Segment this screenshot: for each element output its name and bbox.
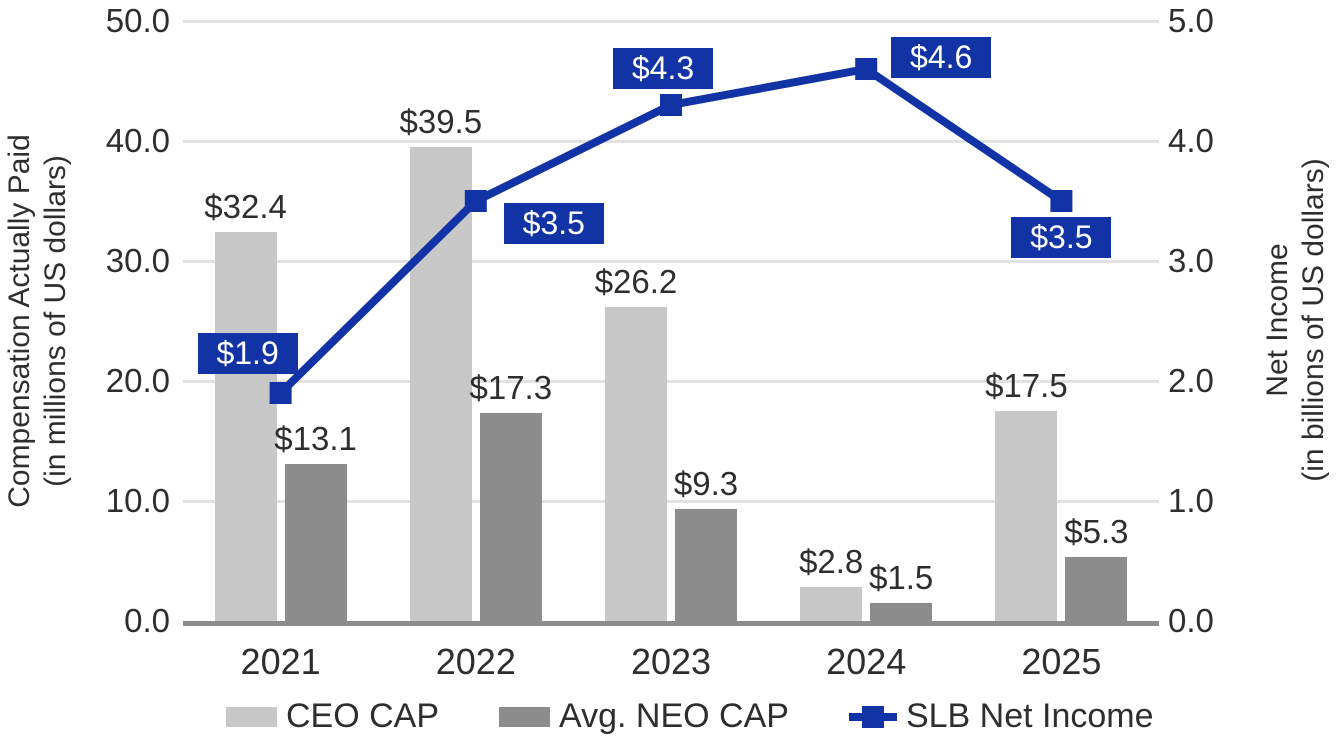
bar-value-label: $9.3 [673,465,739,503]
bar-avg-neo-cap [1065,557,1128,621]
net-income-value-label: $3.5 [1011,217,1112,258]
x-axis-label: 2022 [435,641,516,682]
left-axis-tick: 20.0 [105,362,170,399]
bar-value-label: $32.4 [204,188,287,226]
bar-avg-neo-cap [284,463,347,621]
bar-value-label: $13.1 [274,419,357,457]
legend-label-avg-neo-cap: Avg. NEO CAP [559,697,789,735]
avg-neo-cap-swatch-icon [499,706,551,727]
bar-ceo-cap [605,306,667,621]
bar-avg-neo-cap [870,603,933,621]
left-axis-tick: 0.0 [124,602,170,639]
gridline [183,140,1159,143]
gridline [183,20,1159,23]
left-axis-title-line2: (in millions of US dollars) [39,155,72,487]
line-marker [855,58,878,80]
line-marker [1050,190,1073,212]
legend-item-slb-net-income: SLB Net Income [848,697,1154,736]
left-axis-tick: 10.0 [105,482,170,519]
bar-value-label: $5.3 [1064,513,1129,551]
net-income-value-label: $4.3 [613,48,713,89]
right-axis-tick: 2.0 [1168,362,1214,399]
net-income-value-label: $1.9 [197,333,298,374]
x-axis-label: 2024 [826,641,907,682]
right-axis-tick: 3.0 [1168,242,1214,279]
line-marker [660,94,682,116]
bar-ceo-cap [800,587,863,621]
left-axis-tick: 50.0 [105,2,170,39]
x-axis-label: 2025 [1021,641,1102,682]
bar-value-label: $1.5 [869,559,934,596]
bar-value-label: $17.5 [985,367,1068,404]
left-axis-title: Compensation Actually Paid (in millions … [2,134,74,508]
net-income-value-label: $3.5 [503,203,604,244]
bar-ceo-cap [214,232,277,621]
right-axis-title-line1: Net Income [1261,243,1294,397]
net-income-value-label: $4.6 [891,37,992,78]
x-axis-line [183,621,1159,626]
left-axis-tick: 40.0 [105,122,170,159]
left-axis-title-line1: Compensation Actually Paid [3,134,36,508]
legend-item-ceo-cap: CEO CAP [226,697,439,736]
gridline [183,500,1159,503]
bar-ceo-cap [995,411,1058,621]
legend-item-avg-neo-cap: Avg. NEO CAP [499,697,789,736]
bar-value-label: $17.3 [469,369,553,407]
bar-avg-neo-cap [675,509,737,621]
right-axis-tick: 1.0 [1168,482,1214,519]
bar-value-label: $26.2 [594,262,678,300]
x-axis-label: 2023 [630,641,712,682]
ceo-cap-swatch-icon [226,706,277,727]
legend-label-slb-net-income: SLB Net Income [905,697,1154,735]
right-axis-tick: 4.0 [1168,122,1214,159]
bar-value-label: $39.5 [399,103,483,140]
net-income-line-swatch-icon [848,705,897,729]
bar-avg-neo-cap [479,413,542,621]
right-axis-title: Net Income (in billions of US dollars) [1260,158,1332,481]
legend-label-ceo-cap: CEO CAP [286,697,440,735]
right-axis-tick: 5.0 [1168,2,1214,39]
x-axis-label: 2021 [240,641,321,682]
right-axis-title-line2: (in billions of US dollars) [1297,158,1330,482]
bar-value-label: $2.8 [799,543,864,581]
legend: CEO CAP Avg. NEO CAP SLB Net Income [226,697,1154,736]
right-axis-tick: 0.0 [1168,602,1214,639]
left-axis-tick: 30.0 [105,242,170,279]
